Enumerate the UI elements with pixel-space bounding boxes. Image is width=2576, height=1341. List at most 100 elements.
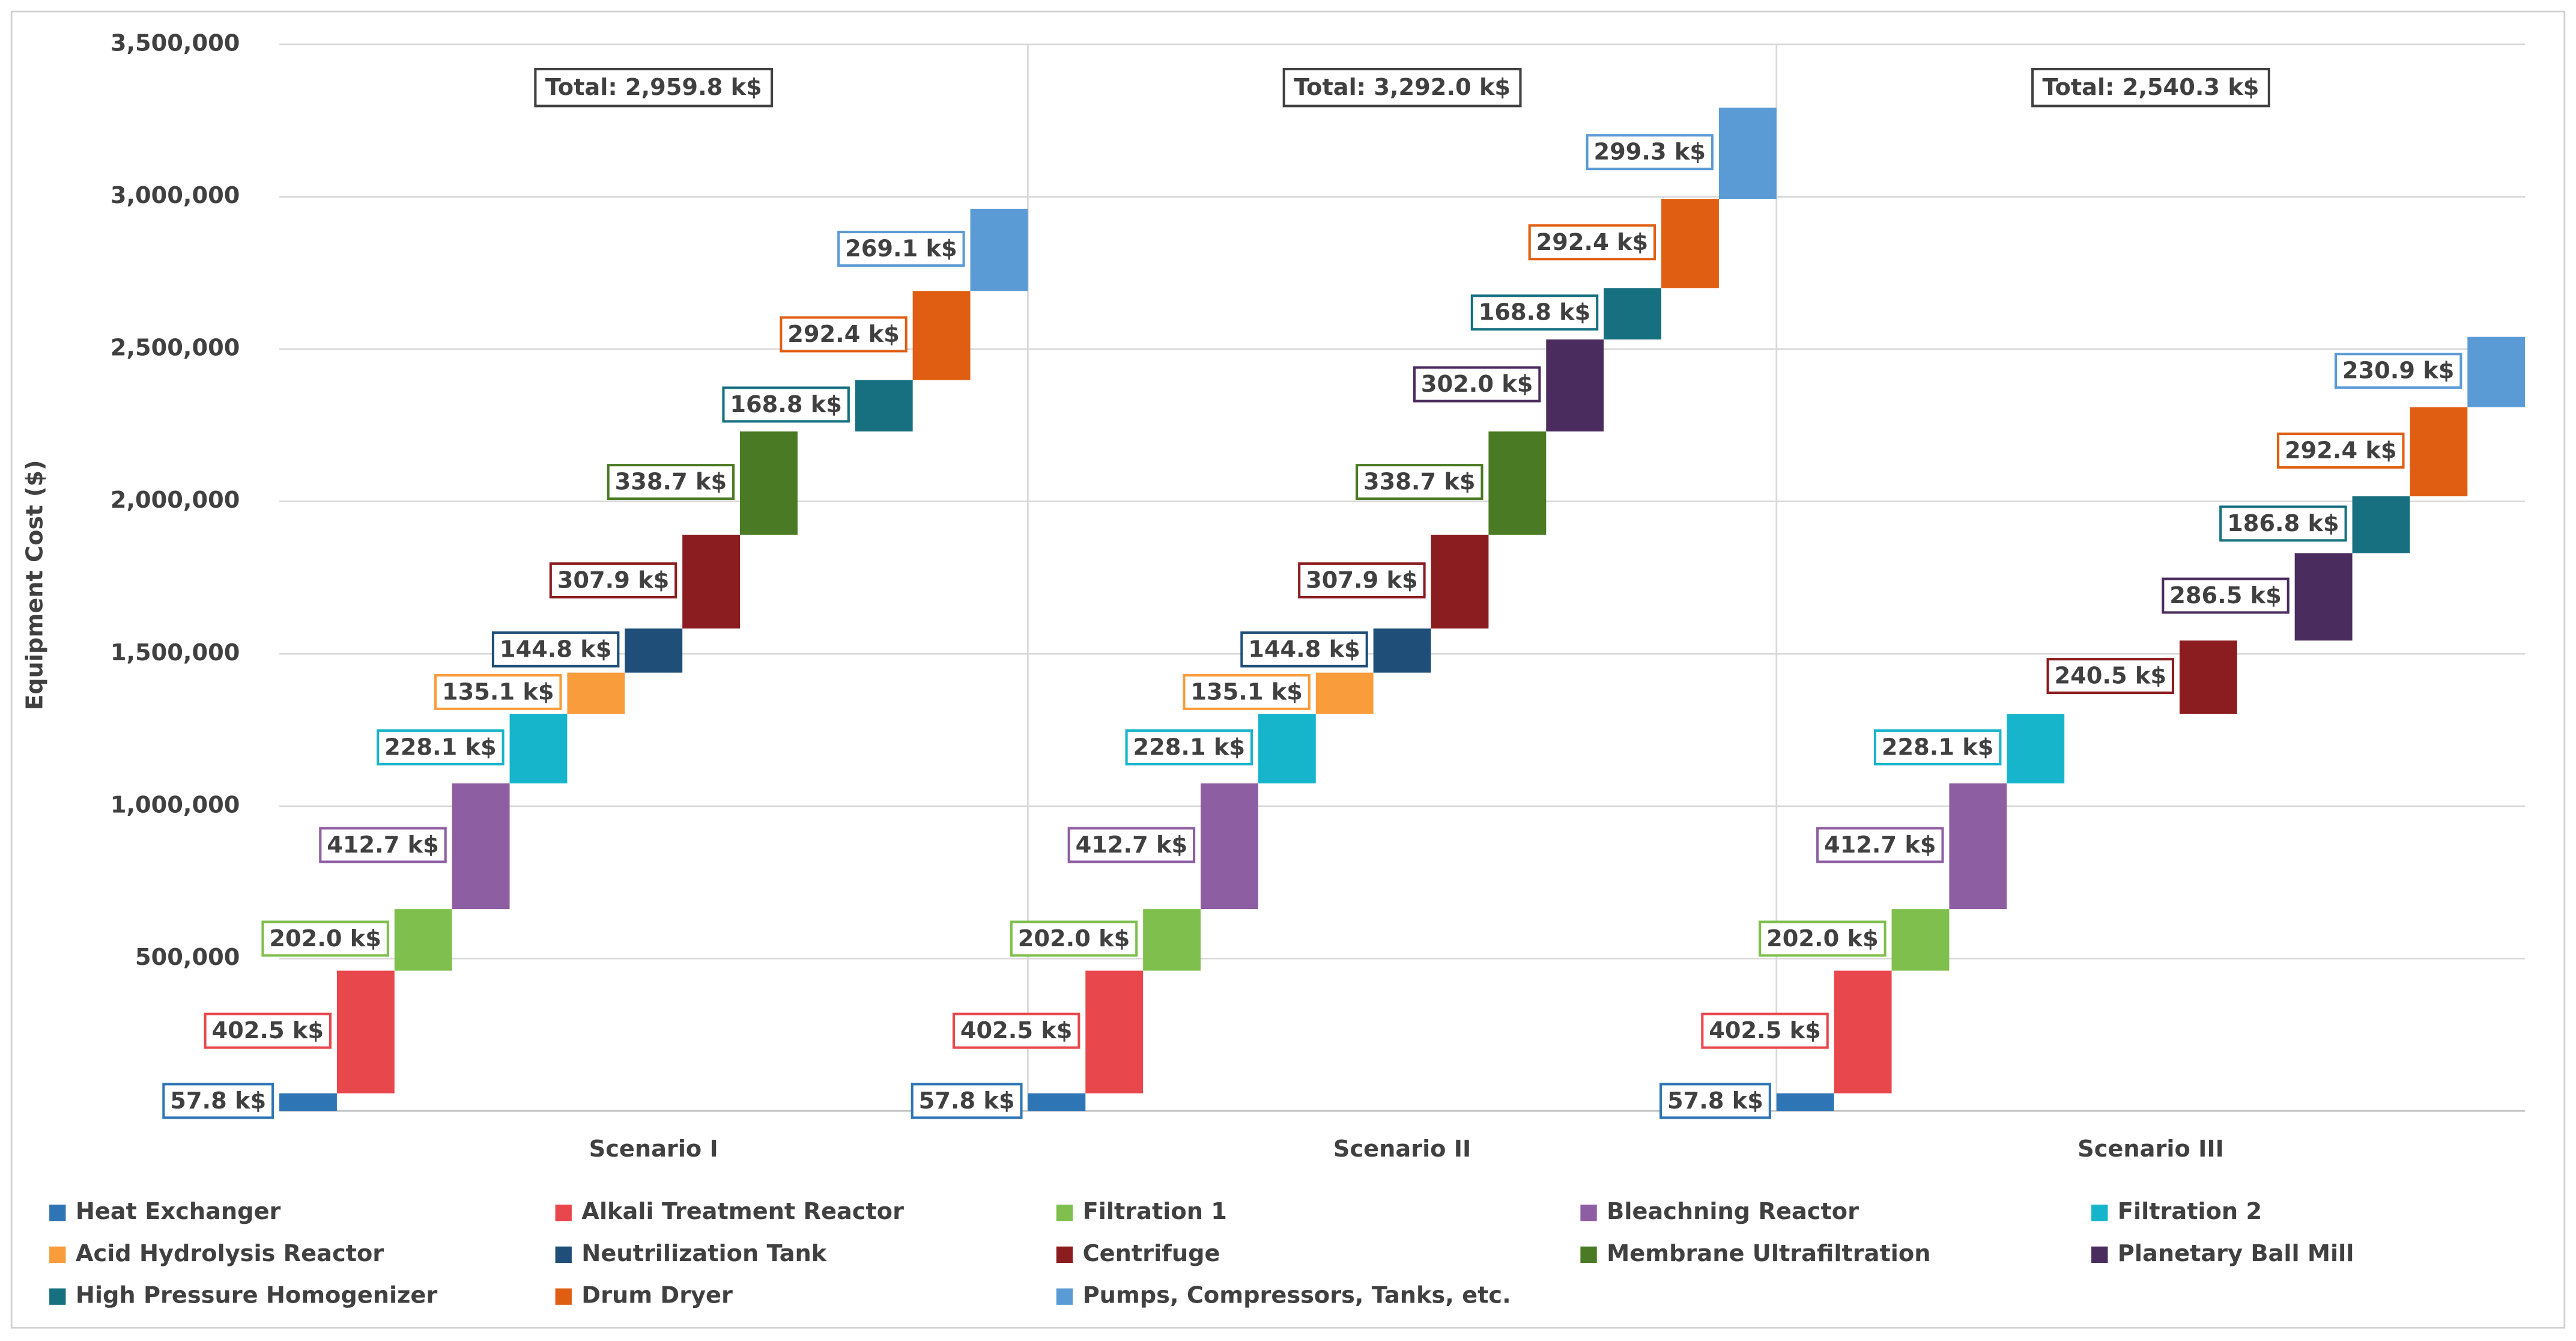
bar xyxy=(1085,970,1144,1093)
data-label-box xyxy=(377,729,505,765)
legend-swatch xyxy=(2091,1204,2108,1221)
bar xyxy=(279,1093,337,1111)
data-label: 402.5 k$ xyxy=(960,1017,1073,1044)
legend-label: Filtration 1 xyxy=(1083,1198,1227,1225)
bar xyxy=(336,970,395,1093)
legend-label: Planetary Ball Mill xyxy=(2118,1240,2354,1267)
legend-swatch xyxy=(1580,1246,1597,1263)
data-label: 57.8 k$ xyxy=(170,1087,266,1114)
bar xyxy=(1546,339,1604,432)
data-label: 144.8 k$ xyxy=(1248,636,1360,663)
y-tick-label: 500,000 xyxy=(135,944,240,971)
data-label-box xyxy=(1010,920,1138,957)
bar xyxy=(1949,783,2007,910)
bar xyxy=(1488,431,1547,535)
data-label: 412.7 k$ xyxy=(1076,832,1188,859)
data-label-box xyxy=(1125,729,1253,765)
bar xyxy=(452,783,510,910)
data-label-box xyxy=(1470,294,1599,331)
bar xyxy=(1028,1093,1086,1111)
legend-label: Alkali Treatment Reactor xyxy=(581,1198,904,1225)
bar xyxy=(1373,628,1431,673)
legend-swatch xyxy=(555,1204,572,1221)
data-label: 338.7 k$ xyxy=(615,469,727,496)
bar xyxy=(567,672,625,714)
data-label-box xyxy=(1356,464,1483,500)
data-label-box xyxy=(1183,674,1311,710)
data-label: 57.8 k$ xyxy=(1667,1087,1763,1114)
data-label: 402.5 k$ xyxy=(212,1017,324,1044)
data-label: 412.7 k$ xyxy=(1824,832,1936,859)
bar xyxy=(509,714,568,783)
data-label: 228.1 k$ xyxy=(1133,734,1246,761)
data-label-box xyxy=(204,1012,332,1049)
data-label: 269.1 k$ xyxy=(845,236,957,263)
legend-swatch xyxy=(555,1246,572,1263)
bar xyxy=(1776,1093,1834,1111)
data-label: 240.5 k$ xyxy=(2055,663,2167,690)
bar xyxy=(682,534,741,629)
x-tick-label: Scenario I xyxy=(589,1136,718,1163)
data-label-box xyxy=(952,1012,1080,1049)
legend-label: High Pressure Homogenizer xyxy=(76,1282,438,1309)
bar xyxy=(2467,336,2526,407)
data-label-box xyxy=(1659,1083,1771,1119)
bar xyxy=(1258,714,1316,783)
y-tick-label: 2,000,000 xyxy=(111,487,240,514)
y-tick-label: 3,500,000 xyxy=(111,29,240,56)
total-label: Total: 2,540.3 k$ xyxy=(2043,74,2259,101)
data-label: 135.1 k$ xyxy=(1190,678,1303,705)
y-tick-label: 1,500,000 xyxy=(111,639,240,666)
data-label: 228.1 k$ xyxy=(1882,734,1994,761)
bar xyxy=(1431,534,1489,629)
data-label-box xyxy=(319,827,447,863)
legend-swatch xyxy=(555,1288,572,1305)
y-tick-label: 2,500,000 xyxy=(111,335,240,362)
bar xyxy=(1661,199,1719,288)
data-label: 338.7 k$ xyxy=(1363,469,1476,496)
legend-label: Filtration 2 xyxy=(2118,1198,2262,1225)
data-label: 228.1 k$ xyxy=(384,734,497,761)
total-box xyxy=(2031,67,2270,108)
bar xyxy=(2007,714,2065,783)
bar xyxy=(1718,108,1777,199)
data-label-box xyxy=(1759,920,1887,957)
data-label-box xyxy=(261,920,389,957)
bar xyxy=(1143,909,1201,971)
bar xyxy=(2410,407,2468,497)
data-label: 412.7 k$ xyxy=(327,832,439,859)
data-label: 144.8 k$ xyxy=(500,636,612,663)
data-label-box xyxy=(1816,827,1944,863)
legend-label: Membrane Ultrafiltration xyxy=(1607,1240,1930,1267)
bar xyxy=(740,431,798,535)
data-label: 307.9 k$ xyxy=(1306,567,1418,594)
data-label: 202.0 k$ xyxy=(269,925,381,952)
data-label: 202.0 k$ xyxy=(1766,925,1879,952)
data-label-box xyxy=(2334,353,2462,389)
data-label-box xyxy=(2162,577,2290,614)
bar xyxy=(2352,496,2410,553)
bar xyxy=(1604,288,1662,340)
data-label-box xyxy=(162,1083,274,1119)
data-label-box xyxy=(837,231,965,267)
bar xyxy=(2179,640,2237,714)
legend-swatch xyxy=(49,1246,66,1263)
data-label: 135.1 k$ xyxy=(442,678,554,705)
bar xyxy=(970,208,1028,291)
data-label: 302.0 k$ xyxy=(1421,371,1533,398)
data-label: 186.8 k$ xyxy=(2227,510,2339,537)
y-tick-label: 1,000,000 xyxy=(111,791,240,818)
bar xyxy=(394,909,452,971)
data-label: 230.9 k$ xyxy=(2342,357,2455,385)
data-label-box xyxy=(607,464,735,500)
data-label: 292.4 k$ xyxy=(787,321,900,348)
legend-label: Centrifuge xyxy=(1083,1240,1220,1267)
data-label-box xyxy=(722,386,850,423)
data-label-box xyxy=(1413,366,1541,403)
legend-label: Heat Exchanger xyxy=(76,1198,281,1225)
data-label-box xyxy=(549,562,677,599)
legend-swatch xyxy=(1056,1204,1073,1221)
data-label: 299.3 k$ xyxy=(1594,139,1706,166)
legend-swatch xyxy=(49,1204,66,1221)
